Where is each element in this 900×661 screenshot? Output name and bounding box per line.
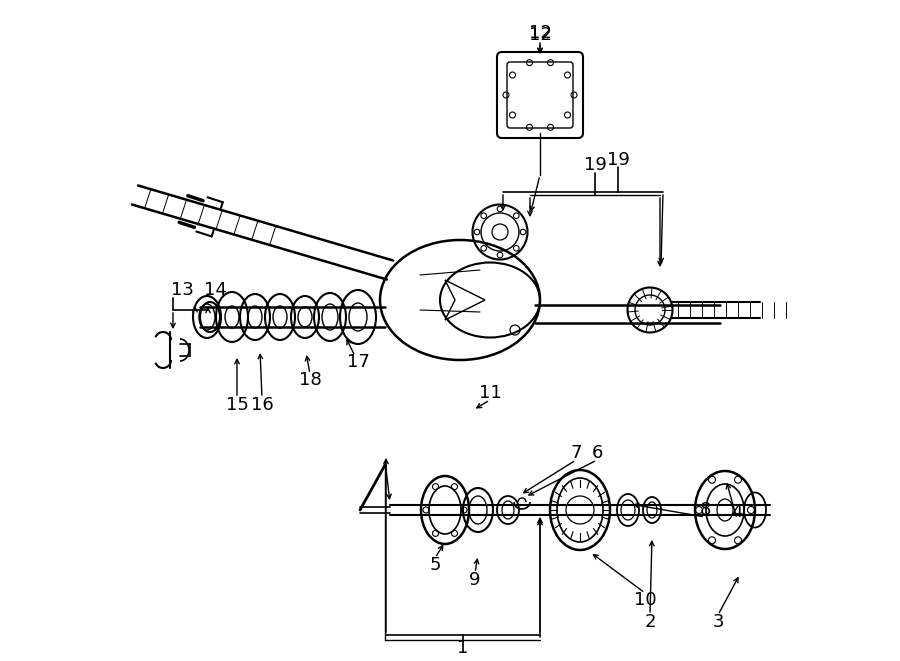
Text: 12: 12: [528, 26, 552, 44]
Text: 11: 11: [479, 384, 501, 402]
Text: 18: 18: [299, 371, 321, 389]
Text: 2: 2: [644, 613, 656, 631]
Text: 13: 13: [171, 281, 194, 299]
Text: 16: 16: [250, 396, 274, 414]
Text: 9: 9: [469, 571, 481, 589]
Text: 14: 14: [203, 281, 227, 299]
Text: 3: 3: [712, 613, 724, 631]
Text: 5: 5: [429, 556, 441, 574]
Text: 15: 15: [226, 396, 248, 414]
Text: 7: 7: [571, 444, 581, 462]
Text: 6: 6: [591, 444, 603, 462]
Text: 10: 10: [634, 591, 656, 609]
Text: 12: 12: [528, 24, 552, 42]
Text: 1: 1: [457, 639, 469, 657]
Text: 8: 8: [699, 501, 711, 519]
Text: 19: 19: [583, 156, 607, 174]
Text: 19: 19: [607, 151, 629, 169]
Text: 4: 4: [731, 503, 742, 521]
Text: 17: 17: [346, 353, 369, 371]
